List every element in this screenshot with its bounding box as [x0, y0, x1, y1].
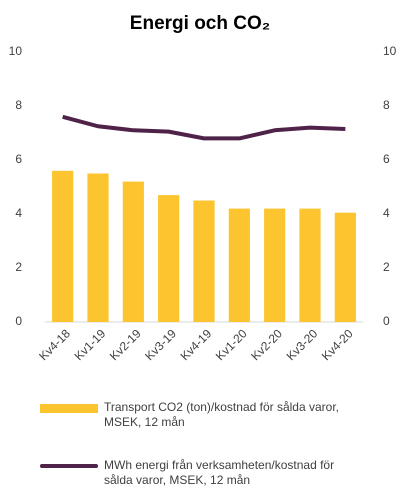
y2-tick-label: 8	[383, 98, 390, 112]
y2-tick-label: 2	[383, 260, 390, 274]
y-tick-label: 4	[15, 206, 22, 220]
bar	[299, 208, 321, 322]
x-tick-label: Kv3-20	[284, 326, 321, 363]
x-tick-label: Kv4-18	[36, 326, 73, 363]
bar	[158, 195, 180, 322]
chart-title: Energi och CO₂	[130, 13, 270, 34]
bar	[334, 212, 356, 322]
x-tick-label: Kv2-19	[107, 326, 144, 363]
bar	[87, 173, 109, 322]
legend-label: MWh energi från verksamheten/kostnad för…	[104, 458, 335, 487]
legend-entry: MWh energi från verksamheten/kostnad för…	[40, 458, 354, 488]
line	[62, 114, 346, 141]
bar	[52, 170, 74, 322]
bar	[264, 208, 286, 322]
bar	[193, 200, 215, 322]
legend-swatch	[40, 404, 98, 413]
y-tick-label: 0	[15, 314, 22, 328]
y-tick-label: 2	[15, 260, 22, 274]
y2-tick-label: 4	[383, 206, 390, 220]
x-tick-label: Kv3-19	[142, 326, 179, 363]
y2-tick-label: 10	[383, 44, 397, 58]
y-tick-label: 8	[15, 98, 22, 112]
x-tick-label: Kv1-20	[213, 326, 250, 363]
x-tick-label: Kv2-20	[248, 326, 285, 363]
x-tick-label: Kv4-19	[178, 326, 215, 363]
legend-label: Transport CO2 (ton)/kostnad för sålda va…	[104, 400, 339, 429]
y-tick-label: 6	[15, 152, 22, 166]
x-tick-label: Kv1-19	[72, 326, 109, 363]
bar	[122, 181, 144, 322]
legend-swatch	[40, 464, 98, 468]
bar	[228, 208, 250, 322]
y2-tick-label: 6	[383, 152, 390, 166]
legend-entry: Transport CO2 (ton)/kostnad för sålda va…	[40, 400, 354, 430]
x-tick-label: Kv4-20	[319, 326, 356, 363]
y-tick-label: 10	[9, 44, 23, 58]
y2-tick-label: 0	[383, 314, 390, 328]
chart: Energi och CO₂ 0 2 4 6 8 10 0 2 4 6 8 10 Kv4-18Kv1-1…	[9, 13, 397, 363]
